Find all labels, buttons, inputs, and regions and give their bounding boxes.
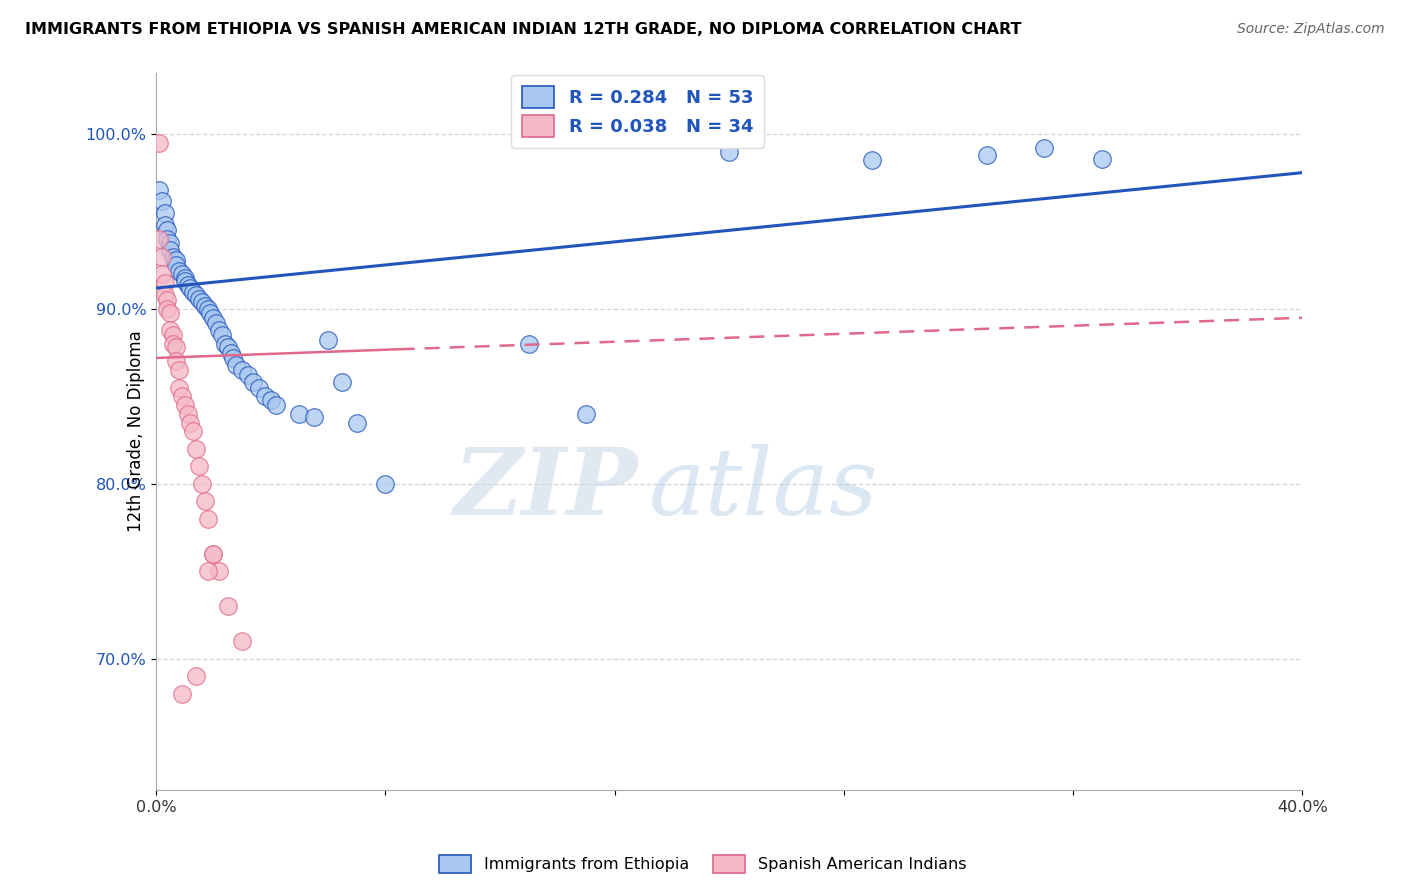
Point bbox=[176, 277, 198, 292]
Point bbox=[202, 547, 225, 561]
Point bbox=[170, 267, 193, 281]
Text: Source: ZipAtlas.com: Source: ZipAtlas.com bbox=[1237, 22, 1385, 37]
Point bbox=[181, 285, 204, 299]
Point bbox=[150, 194, 173, 208]
Text: atlas: atlas bbox=[650, 443, 879, 533]
Point bbox=[188, 459, 211, 474]
Point bbox=[162, 328, 184, 343]
Point bbox=[150, 267, 173, 281]
Point bbox=[1091, 152, 1114, 166]
Point bbox=[242, 376, 264, 390]
Point bbox=[167, 381, 190, 395]
Text: ZIP: ZIP bbox=[453, 443, 637, 533]
Point bbox=[214, 337, 236, 351]
Point bbox=[176, 407, 198, 421]
Point bbox=[208, 323, 231, 337]
Point bbox=[156, 232, 179, 246]
Point bbox=[159, 243, 181, 257]
Point bbox=[247, 381, 270, 395]
Point bbox=[162, 337, 184, 351]
Point bbox=[211, 328, 233, 343]
Point bbox=[191, 476, 214, 491]
Point bbox=[217, 599, 239, 614]
Legend: Immigrants from Ethiopia, Spanish American Indians: Immigrants from Ethiopia, Spanish Americ… bbox=[433, 848, 973, 880]
Point bbox=[217, 341, 239, 355]
Point bbox=[170, 389, 193, 403]
Point bbox=[179, 281, 201, 295]
Point bbox=[153, 276, 176, 290]
Point bbox=[194, 299, 217, 313]
Text: IMMIGRANTS FROM ETHIOPIA VS SPANISH AMERICAN INDIAN 12TH GRADE, NO DIPLOMA CORRE: IMMIGRANTS FROM ETHIOPIA VS SPANISH AMER… bbox=[25, 22, 1022, 37]
Point bbox=[231, 363, 253, 377]
Point bbox=[159, 323, 181, 337]
Point bbox=[181, 425, 204, 439]
Point bbox=[197, 564, 219, 578]
Point bbox=[330, 376, 353, 390]
Point bbox=[197, 301, 219, 316]
Point bbox=[159, 235, 181, 250]
Point bbox=[862, 153, 884, 168]
Point bbox=[374, 476, 396, 491]
Point bbox=[148, 183, 170, 197]
Point bbox=[202, 310, 225, 325]
Point bbox=[173, 274, 195, 288]
Point bbox=[208, 564, 231, 578]
Point bbox=[288, 407, 311, 421]
Point bbox=[170, 687, 193, 701]
Point bbox=[316, 334, 339, 348]
Point bbox=[153, 288, 176, 302]
Point bbox=[179, 416, 201, 430]
Point bbox=[191, 295, 214, 310]
Point bbox=[173, 398, 195, 412]
Point bbox=[150, 250, 173, 264]
Point bbox=[159, 305, 181, 319]
Point bbox=[153, 218, 176, 232]
Point bbox=[205, 316, 228, 330]
Point bbox=[346, 416, 368, 430]
Point bbox=[236, 368, 259, 383]
Point bbox=[165, 341, 187, 355]
Point bbox=[302, 410, 325, 425]
Point bbox=[260, 392, 283, 407]
Y-axis label: 12th Grade, No Diploma: 12th Grade, No Diploma bbox=[127, 331, 145, 533]
Point bbox=[186, 288, 208, 302]
Point bbox=[517, 337, 540, 351]
Legend: R = 0.284   N = 53, R = 0.038   N = 34: R = 0.284 N = 53, R = 0.038 N = 34 bbox=[510, 75, 763, 148]
Point bbox=[156, 301, 179, 316]
Point bbox=[186, 669, 208, 683]
Point bbox=[162, 250, 184, 264]
Point bbox=[165, 354, 187, 368]
Point bbox=[156, 293, 179, 308]
Point bbox=[202, 547, 225, 561]
Point bbox=[253, 389, 276, 403]
Point bbox=[194, 494, 217, 508]
Point bbox=[188, 292, 211, 306]
Point bbox=[167, 363, 190, 377]
Point bbox=[718, 145, 741, 159]
Point bbox=[165, 258, 187, 272]
Point bbox=[225, 358, 247, 372]
Point bbox=[266, 398, 288, 412]
Point bbox=[200, 305, 222, 319]
Point bbox=[153, 206, 176, 220]
Point bbox=[1033, 141, 1056, 155]
Point bbox=[186, 442, 208, 456]
Point bbox=[167, 263, 190, 277]
Point bbox=[222, 351, 245, 365]
Point bbox=[148, 232, 170, 246]
Point bbox=[197, 512, 219, 526]
Point bbox=[173, 270, 195, 285]
Point bbox=[219, 345, 242, 359]
Point bbox=[165, 253, 187, 268]
Point bbox=[231, 634, 253, 648]
Point bbox=[976, 148, 998, 162]
Point bbox=[575, 407, 598, 421]
Point bbox=[148, 136, 170, 150]
Point bbox=[156, 223, 179, 237]
